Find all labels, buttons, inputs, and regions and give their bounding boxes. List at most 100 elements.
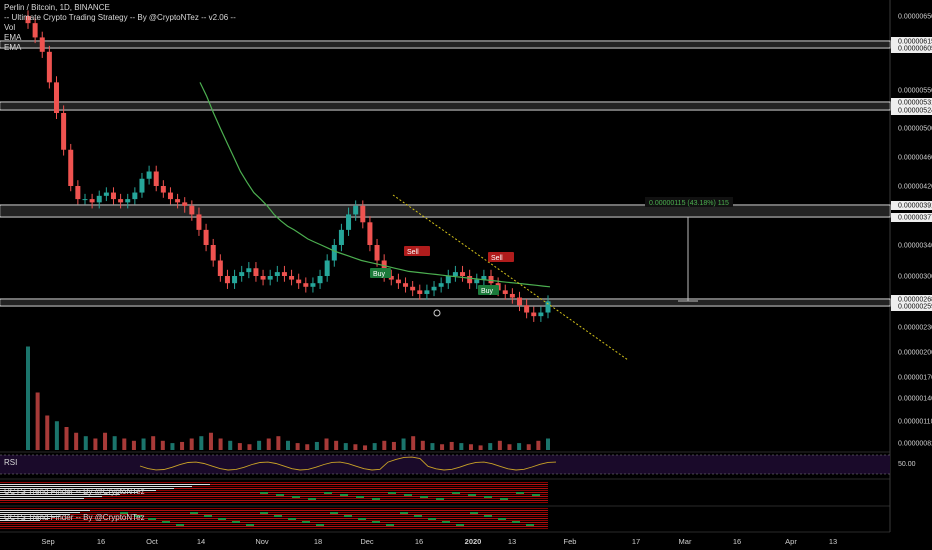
rsi-value: 50.00 bbox=[898, 461, 916, 468]
signal-tag-buy bbox=[370, 268, 391, 278]
trend-finder-label-2[interactable]: UCTS Trend Finder -- By @CryptoNTez bbox=[4, 513, 145, 522]
time-tick-label: 17 bbox=[632, 537, 640, 546]
price-tick-label: 0.00000605 bbox=[898, 46, 932, 53]
trend2-green bbox=[162, 521, 170, 523]
price-tick-label: 0.00000340 bbox=[898, 243, 932, 250]
trend-finder-label-1[interactable]: UCTS Trend Finder -- By @CryptoNTez bbox=[4, 487, 145, 496]
trend2-green bbox=[484, 515, 492, 517]
trend2-green bbox=[302, 521, 310, 523]
signal-label: Sell bbox=[491, 255, 503, 262]
price-tick-label: 0.00000550 bbox=[898, 88, 932, 95]
signal-tag-sell bbox=[404, 246, 430, 256]
candle-body bbox=[217, 260, 223, 276]
candle-body bbox=[431, 286, 437, 291]
candle-body bbox=[502, 290, 508, 294]
trend2-stripe bbox=[0, 520, 548, 521]
price-tick-label: 0.00000460 bbox=[898, 155, 932, 162]
candle-body bbox=[481, 276, 487, 280]
trend2-green bbox=[470, 512, 478, 514]
candle-body bbox=[110, 192, 116, 200]
sr-zone-fill-0 bbox=[0, 42, 890, 47]
trend2-green bbox=[232, 521, 240, 523]
volume-bar bbox=[391, 441, 396, 450]
candle-body bbox=[460, 272, 466, 276]
price-tick-label: 0.00000420 bbox=[898, 184, 932, 191]
trend1-green bbox=[468, 494, 476, 496]
candle-body bbox=[531, 312, 537, 317]
price-axis-box bbox=[891, 213, 932, 222]
trend1-white bbox=[0, 492, 138, 493]
trend2-white bbox=[0, 518, 50, 519]
volume-bar bbox=[401, 438, 406, 450]
trend2-green bbox=[344, 515, 352, 517]
candle-body bbox=[467, 276, 473, 284]
volume-bar bbox=[488, 443, 493, 450]
candle-body bbox=[189, 205, 195, 215]
trend2-stripe bbox=[0, 522, 548, 523]
trend2-white bbox=[0, 510, 90, 511]
candle-body bbox=[488, 276, 494, 284]
candle-body bbox=[367, 222, 373, 245]
time-tick-label: 14 bbox=[197, 537, 205, 546]
candle-body bbox=[452, 272, 458, 276]
trend1-stripe bbox=[0, 484, 548, 485]
candle-body bbox=[303, 283, 309, 287]
volume-bar bbox=[64, 427, 69, 450]
volume-bar bbox=[141, 438, 146, 450]
volume-bar bbox=[122, 438, 127, 450]
candle-body bbox=[182, 202, 188, 206]
candle-body bbox=[403, 283, 409, 287]
trend1-green bbox=[324, 492, 332, 494]
rsi-label[interactable]: RSI bbox=[4, 458, 18, 467]
trend1-green bbox=[276, 494, 284, 496]
candle-body bbox=[75, 186, 81, 200]
measure-label-bg bbox=[645, 197, 733, 207]
volume-bar bbox=[103, 432, 108, 450]
volume-bar bbox=[449, 441, 454, 450]
indicator-ema-1[interactable]: EMA bbox=[4, 33, 22, 42]
candle-body bbox=[289, 276, 295, 280]
signal-tag-buy bbox=[478, 285, 499, 295]
volume-bar bbox=[45, 415, 50, 450]
candle-body bbox=[445, 276, 451, 284]
candle-body bbox=[388, 276, 394, 280]
price-tick-label: 0.00000268 bbox=[898, 297, 932, 304]
volume-bar bbox=[334, 440, 339, 450]
candle-body bbox=[360, 205, 366, 223]
candle-body bbox=[410, 286, 416, 291]
volume-bar bbox=[546, 438, 550, 450]
candle-body bbox=[239, 272, 245, 276]
candle-body bbox=[61, 113, 67, 150]
price-tick-label: 0.00000650 bbox=[898, 14, 932, 21]
event-marker bbox=[433, 309, 441, 317]
trend2-green bbox=[274, 515, 282, 517]
trend1-green bbox=[452, 492, 460, 494]
trend1-stripe bbox=[0, 486, 548, 487]
price-tick-label: 0.00000170 bbox=[898, 375, 932, 382]
time-tick-label: 13 bbox=[508, 537, 516, 546]
trend1-green bbox=[532, 494, 540, 496]
price-tick-label: 0.00000500 bbox=[898, 126, 932, 133]
trend2-stripe bbox=[0, 524, 548, 525]
trend2-stripe bbox=[0, 508, 548, 509]
trend2-green bbox=[386, 524, 394, 526]
trend2-green bbox=[456, 524, 464, 526]
candle-body bbox=[267, 276, 273, 280]
time-tick-label: Feb bbox=[564, 537, 577, 546]
volume-bar bbox=[440, 444, 445, 450]
volume-bar bbox=[93, 438, 98, 450]
indicator-ema-2[interactable]: EMA bbox=[4, 43, 22, 52]
trend2-stripe bbox=[0, 510, 548, 511]
price-axis-box bbox=[891, 302, 932, 311]
volume-bar bbox=[517, 443, 522, 450]
trendline bbox=[392, 194, 629, 361]
volume-bar bbox=[131, 440, 136, 450]
candle-body bbox=[424, 290, 430, 294]
measure-label: 0.00000115 (43.18%) 115 bbox=[649, 200, 729, 207]
indicator-vol[interactable]: Vol bbox=[4, 23, 16, 32]
price-tick-label: 0.00000110 bbox=[898, 419, 932, 426]
candle-body bbox=[139, 178, 145, 193]
candle-body bbox=[281, 272, 287, 276]
trend1-green bbox=[260, 492, 268, 494]
